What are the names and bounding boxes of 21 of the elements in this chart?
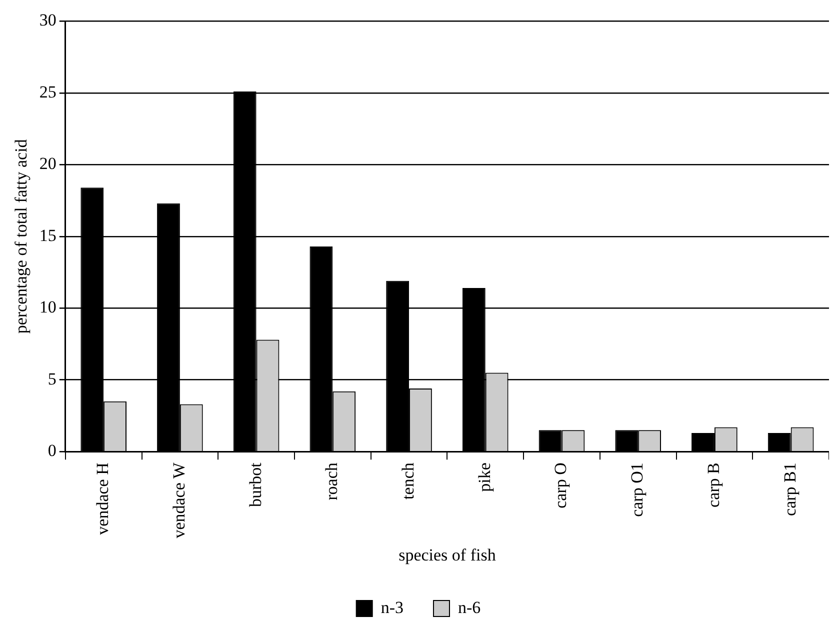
- x-tick-label: carp B1: [780, 462, 800, 516]
- y-tick-label: 25: [39, 82, 56, 102]
- y-tick-label: 10: [39, 298, 56, 317]
- y-tick-label: 0: [48, 441, 56, 460]
- x-tick-label: vendace W: [169, 462, 188, 538]
- x-axis-title: species of fish: [398, 545, 496, 564]
- y-tick-label: 20: [39, 154, 56, 174]
- legend-label: n-6: [458, 598, 481, 617]
- y-axis-title: percentage of total fatty acid: [12, 138, 31, 334]
- y-tick-label: 5: [48, 369, 56, 388]
- x-tick-label: tench: [398, 462, 418, 500]
- legend-label: n-3: [380, 598, 404, 617]
- x-tick-label: carp O: [551, 462, 570, 508]
- x-tick-label: pike: [474, 462, 494, 492]
- x-tick-label: vendace H: [93, 462, 112, 535]
- x-tick-label: burbot: [246, 462, 265, 508]
- x-tick-label: carp B: [704, 462, 723, 508]
- y-tick-label: 30: [39, 10, 56, 30]
- y-tick-label: 15: [39, 226, 56, 245]
- x-tick-label: carp O1: [628, 462, 647, 517]
- x-tick-label: roach: [322, 462, 342, 500]
